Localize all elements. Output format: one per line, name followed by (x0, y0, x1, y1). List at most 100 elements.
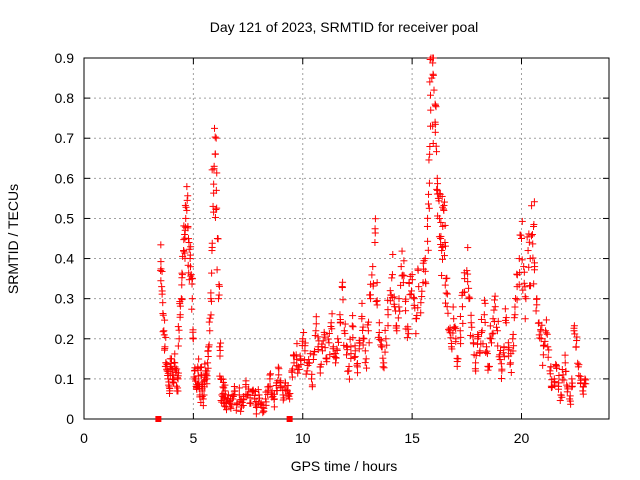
data-point (230, 383, 238, 391)
data-point (451, 323, 459, 331)
data-point (530, 266, 538, 274)
data-point (530, 259, 538, 267)
data-point (169, 378, 177, 386)
data-point (257, 400, 265, 408)
data-point (388, 274, 396, 282)
data-point (440, 252, 448, 260)
data-point (208, 166, 216, 174)
x-tick-label: 10 (295, 430, 311, 446)
data-point (457, 340, 465, 348)
data-point (243, 390, 251, 398)
data-point (288, 368, 296, 376)
data-point (216, 343, 224, 351)
data-point (208, 269, 216, 277)
data-point (417, 299, 425, 307)
data-point (369, 280, 377, 288)
data-point (576, 372, 584, 380)
data-point (351, 353, 359, 361)
data-point (479, 340, 487, 348)
data-point (200, 391, 208, 399)
data-point (325, 339, 333, 347)
data-point (171, 365, 179, 373)
data-point (563, 381, 571, 389)
data-point (312, 327, 320, 335)
data-point (407, 287, 415, 295)
zero-marker (155, 416, 162, 422)
x-tick-label: 5 (189, 430, 197, 446)
y-tick-label: 0 (66, 411, 74, 427)
data-point (417, 309, 425, 317)
data-point (351, 342, 359, 350)
data-point (435, 214, 443, 222)
data-point (506, 360, 514, 368)
data-point (215, 295, 223, 303)
data-point (512, 294, 520, 302)
data-point (545, 346, 553, 354)
data-point (178, 281, 186, 289)
data-point (211, 133, 219, 141)
data-point (425, 204, 433, 212)
data-point (158, 287, 166, 295)
data-point (381, 326, 389, 334)
data-point (381, 348, 389, 356)
data-point (542, 316, 550, 324)
data-point (421, 278, 429, 286)
data-point (184, 192, 192, 200)
data-point (525, 263, 533, 271)
data-point (445, 325, 453, 333)
data-point (245, 385, 253, 393)
data-point (542, 329, 550, 337)
data-point (262, 395, 270, 403)
data-point (398, 247, 406, 255)
data-point (308, 381, 316, 389)
data-point (161, 345, 169, 353)
data-point (408, 276, 416, 284)
data-point (440, 205, 448, 213)
data-point (517, 231, 525, 239)
data-point (520, 279, 528, 287)
data-point (174, 342, 182, 350)
data-point (295, 366, 303, 374)
data-point (520, 268, 528, 276)
data-point (252, 410, 260, 418)
data-point (433, 185, 441, 193)
data-point (539, 361, 547, 369)
data-point (183, 183, 191, 191)
data-point (388, 271, 396, 279)
data-point (264, 390, 272, 398)
data-point (173, 382, 181, 390)
data-point (488, 330, 496, 338)
data-point (447, 334, 455, 342)
data-point (463, 267, 471, 275)
data-point (365, 339, 373, 347)
data-point (203, 380, 211, 388)
data-point (364, 321, 372, 329)
data-point (312, 320, 320, 328)
data-point (447, 340, 455, 348)
data-point (395, 303, 403, 311)
data-point (321, 344, 329, 352)
data-point (440, 198, 448, 206)
data-point (221, 381, 229, 389)
data-point (491, 303, 499, 311)
data-point (368, 271, 376, 279)
data-point (501, 305, 509, 313)
data-point (425, 179, 433, 187)
data-point (363, 364, 371, 372)
data-point (441, 221, 449, 229)
data-point (456, 312, 464, 320)
data-point (438, 192, 446, 200)
data-point (183, 206, 191, 214)
data-point (159, 310, 167, 318)
data-point (319, 337, 327, 345)
data-point (303, 367, 311, 375)
zero-marker (286, 416, 293, 422)
data-point (209, 202, 217, 210)
data-point (165, 381, 173, 389)
data-point (348, 322, 356, 330)
data-point (500, 353, 508, 361)
data-point (452, 325, 460, 333)
data-point (359, 334, 367, 342)
data-point (162, 333, 170, 341)
data-point (207, 289, 215, 297)
